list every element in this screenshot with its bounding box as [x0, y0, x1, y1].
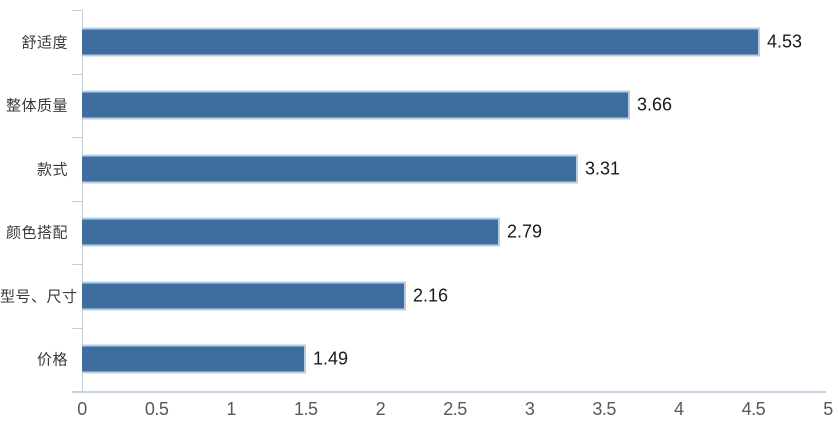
value-label: 3.31: [585, 158, 621, 179]
x-tick-label: 1.5: [294, 399, 318, 419]
value-axis-line: [72, 391, 826, 393]
category-tick-mark: [72, 328, 82, 329]
x-tick-label: 3: [524, 399, 535, 419]
x-tick-label: 3.5: [592, 399, 616, 419]
category-label: 型号、尺寸: [0, 288, 78, 306]
value-label: 2.16: [413, 285, 449, 306]
category-tick-mark: [72, 391, 82, 392]
category-tick-mark: [72, 137, 82, 138]
category-label: 整体质量: [5, 97, 68, 115]
bar[interactable]: [82, 344, 306, 374]
bar[interactable]: [82, 27, 760, 57]
category-tick-mark: [72, 74, 82, 75]
x-tick-label: 4: [674, 399, 684, 419]
value-label: 3.66: [637, 94, 673, 115]
bar[interactable]: [82, 90, 630, 120]
x-tick-label: 0.5: [144, 399, 169, 419]
x-tick-label: 4.5: [741, 399, 766, 419]
bar[interactable]: [82, 217, 500, 247]
value-label: 1.49: [313, 348, 349, 369]
category-label: 价格: [36, 351, 68, 369]
value-label: 4.53: [767, 31, 803, 52]
bar[interactable]: [82, 281, 406, 311]
x-tick-label: 0: [77, 399, 87, 419]
value-label: 2.79: [507, 221, 543, 242]
category-label: 款式: [36, 161, 68, 179]
x-tick-label: 5: [823, 399, 833, 419]
category-label: 舒适度: [21, 34, 68, 52]
category-label: 颜色搭配: [5, 224, 68, 242]
category-axis-line: [82, 10, 83, 391]
chart-row: 款式 3.31: [0, 137, 838, 201]
category-tick-mark: [72, 264, 82, 265]
category-tick-mark: [72, 10, 82, 11]
chart-row: 型号、尺寸 2.16: [0, 264, 838, 328]
chart-row: 整体质量 3.66: [0, 74, 838, 138]
chart-row: 价格 1.49: [0, 328, 838, 392]
x-tick-label: 1: [226, 399, 236, 419]
x-tick-label: 2.5: [443, 399, 467, 419]
category-tick-mark: [72, 201, 82, 202]
chart-row: 舒适度 4.53: [0, 10, 838, 74]
chart-row: 颜色搭配 2.79: [0, 201, 838, 265]
x-tick-label: 2: [375, 399, 386, 419]
bar[interactable]: [82, 154, 578, 184]
